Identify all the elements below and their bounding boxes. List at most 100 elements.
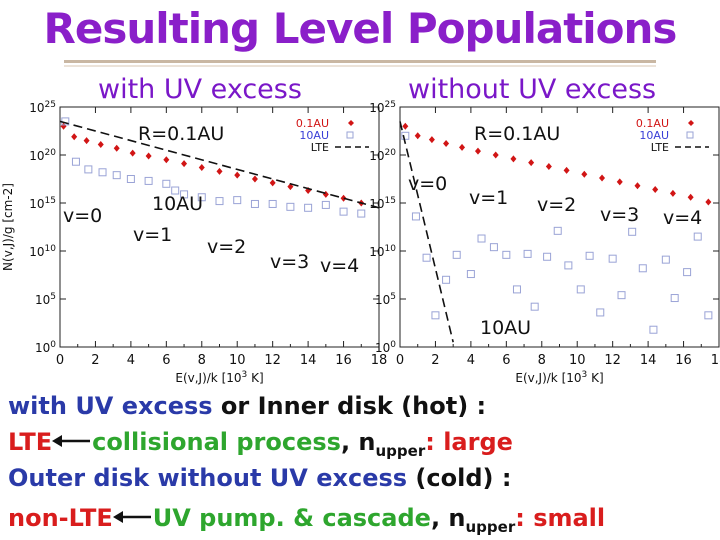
- data-point-10au: [543, 252, 552, 261]
- x-tick-label: 8: [198, 353, 206, 368]
- data-point-10au: [553, 226, 562, 235]
- data-point-0.1au: [687, 193, 694, 201]
- data-point-10au: [321, 200, 330, 209]
- data-point-10au: [112, 171, 121, 180]
- panel-subtitle-left: with UV excess: [98, 74, 302, 105]
- annotation-label: v=1: [133, 224, 172, 246]
- data-point-10au: [576, 285, 585, 294]
- annotation-label: v=3: [270, 251, 309, 273]
- data-point-10au: [357, 209, 366, 218]
- data-point-10au: [71, 157, 80, 166]
- y-tick-label: 105: [35, 292, 56, 307]
- data-point-0.1au: [145, 152, 152, 160]
- page-title: Resulting Level Populations: [43, 4, 678, 53]
- bottom-line-2: LTE collisional process, nupper: large: [8, 430, 513, 459]
- data-point-0.1au: [474, 147, 481, 155]
- x-tick-label: 14: [300, 353, 317, 368]
- data-point-0.1au: [428, 136, 435, 144]
- y-tick-label: 1025: [29, 100, 56, 115]
- title-rule-shadow: [64, 65, 656, 67]
- x-tick-label: 8: [538, 353, 546, 368]
- data-point-10au: [693, 232, 702, 241]
- x-axis-label: E(v,J)/k [103 K]: [515, 370, 603, 385]
- annotation-label: 10AU: [152, 193, 203, 215]
- bottom-line-1-part2: or Inner disk (hot) :: [212, 392, 487, 420]
- data-point-10au: [661, 255, 670, 264]
- y-axis-label: N(v,J)/g [cm-2]: [1, 183, 15, 271]
- data-point-10au: [638, 264, 647, 273]
- annotation-label: R=0.1AU: [138, 123, 224, 145]
- annotation-label: v=4: [663, 207, 702, 229]
- y-tick-label: 1015: [29, 196, 56, 211]
- bottom-line-3: Outer disk without UV excess (cold) :: [8, 466, 511, 490]
- data-point-0.1au: [216, 167, 223, 175]
- y-tick-label: 1015: [369, 196, 396, 211]
- data-point-10au: [411, 212, 420, 221]
- data-point-10au: [585, 251, 594, 260]
- legend-label: 0.1AU: [636, 117, 669, 130]
- x-tick-label: 6: [162, 353, 170, 368]
- data-point-0.1au: [234, 171, 241, 179]
- data-point-0.1au: [322, 190, 329, 198]
- data-point-10au: [564, 261, 573, 270]
- data-point-0.1au: [652, 186, 659, 194]
- data-point-10au: [286, 202, 295, 211]
- annotation-label: v=4: [320, 255, 359, 277]
- data-point-10au: [477, 234, 486, 243]
- data-point-0.1au: [97, 140, 104, 148]
- left-arrow-icon: [52, 435, 91, 447]
- data-point-10au: [233, 196, 242, 205]
- x-tick-label: 14: [640, 353, 657, 368]
- x-tick-label: 10: [569, 353, 586, 368]
- data-point-0.1au: [129, 149, 136, 157]
- data-point-10au: [628, 227, 637, 236]
- data-point-10au: [512, 285, 521, 294]
- data-point-0.1au: [616, 178, 623, 186]
- data-point-0.1au: [528, 159, 535, 167]
- data-point-0.1au: [669, 189, 676, 197]
- bottom-line-1-part1: with UV excess: [8, 392, 213, 420]
- y-tick-label: 1010: [29, 244, 56, 259]
- bottom-line-4-sub: upper: [465, 517, 516, 536]
- data-point-0.1au: [705, 198, 712, 206]
- data-point-0.1au: [581, 170, 588, 178]
- data-point-10au: [608, 254, 617, 263]
- data-point-10au: [466, 270, 475, 279]
- x-tick-label: 16: [675, 353, 692, 368]
- data-point-10au: [304, 203, 313, 212]
- y-tick-label: 105: [375, 292, 396, 307]
- x-tick-label: 10: [229, 353, 246, 368]
- legend-marker: [346, 131, 354, 139]
- x-tick-label: 16: [335, 353, 352, 368]
- y-tick-label: 100: [35, 340, 56, 355]
- data-point-0.1au: [113, 144, 120, 152]
- lte-line: [399, 121, 454, 343]
- legend-marker: [688, 120, 694, 126]
- y-tick-label: 1025: [369, 100, 396, 115]
- data-point-0.1au: [269, 179, 276, 187]
- data-point-0.1au: [459, 143, 466, 151]
- data-point-0.1au: [443, 139, 450, 147]
- bottom-line-3-part1: Outer disk without UV excess: [8, 464, 408, 492]
- bottom-line-4-part2: UV pump. & cascade: [152, 504, 431, 532]
- data-point-10au: [339, 207, 348, 216]
- data-point-0.1au: [71, 133, 78, 141]
- data-point-0.1au: [340, 194, 347, 202]
- y-tick-label: 1020: [369, 148, 396, 163]
- bottom-line-4-part3: , n: [430, 504, 466, 532]
- charts-svg: 0 2 4 6 8 10 12 14 16 181001051010101510201025E(v…: [1, 100, 720, 385]
- legend-label: 10AU: [639, 129, 669, 142]
- title-rule: [64, 60, 656, 63]
- data-point-10au: [670, 294, 679, 303]
- data-point-0.1au: [251, 175, 258, 183]
- x-tick-label: 4: [467, 353, 475, 368]
- x-tick-label: 4: [127, 353, 135, 368]
- annotation-label: v=0: [63, 205, 102, 227]
- data-point-10au: [683, 268, 692, 277]
- data-point-10au: [197, 193, 206, 202]
- data-point-0.1au: [492, 151, 499, 159]
- data-point-0.1au: [414, 132, 421, 140]
- bottom-line-4: non-LTE UV pump. & cascade, nupper: small: [8, 506, 605, 535]
- x-tick-label: 18: [711, 353, 720, 368]
- data-point-10au: [250, 199, 259, 208]
